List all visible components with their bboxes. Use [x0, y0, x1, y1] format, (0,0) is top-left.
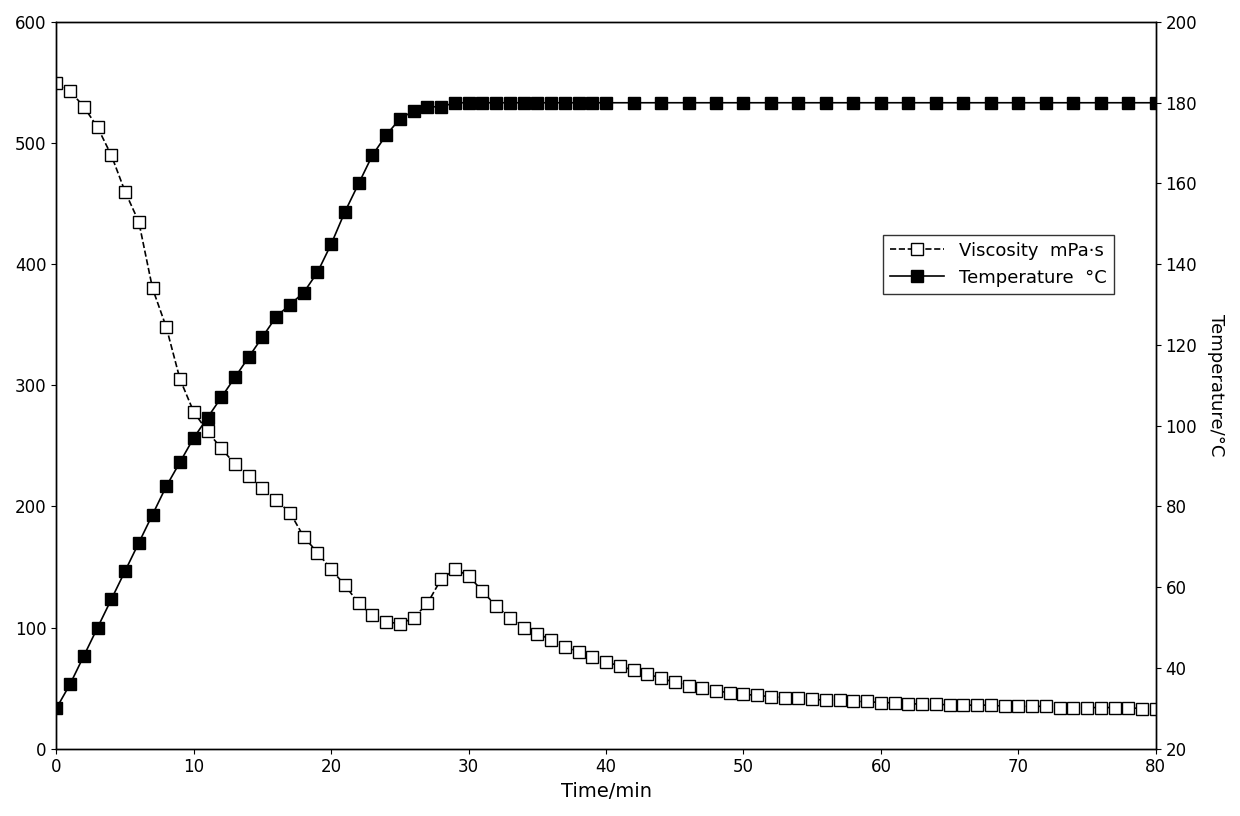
Viscosity  mPa·s [48, 78, 63, 87]
Viscosity  mPa·s [1135, 704, 1149, 714]
Legend: Viscosity  mPa·s, Temperature  °C: Viscosity mPa·s, Temperature °C [883, 234, 1114, 294]
Viscosity  mPa·s [737, 690, 751, 699]
Viscosity  mPa·s [997, 702, 1012, 712]
Temperature  °C [1148, 98, 1163, 108]
Temperature  °C [448, 98, 463, 108]
Viscosity  mPa·s [1038, 702, 1053, 712]
Temperature  °C [502, 98, 517, 108]
Viscosity  mPa·s [653, 673, 668, 683]
Temperature  °C [337, 207, 352, 217]
Viscosity  mPa·s [859, 697, 874, 707]
Temperature  °C [48, 703, 63, 713]
Temperature  °C [558, 98, 573, 108]
Temperature  °C [213, 392, 228, 402]
Temperature  °C [956, 98, 971, 108]
Line: Temperature  °C: Temperature °C [51, 97, 1162, 714]
Line: Viscosity  mPa·s: Viscosity mPa·s [51, 77, 1162, 714]
Viscosity  mPa·s [1148, 704, 1163, 714]
X-axis label: Time/min: Time/min [560, 782, 651, 801]
Y-axis label: Temperature/°C: Temperature/°C [1207, 314, 1225, 456]
Viscosity  mPa·s [942, 700, 957, 710]
Temperature  °C [242, 353, 257, 362]
